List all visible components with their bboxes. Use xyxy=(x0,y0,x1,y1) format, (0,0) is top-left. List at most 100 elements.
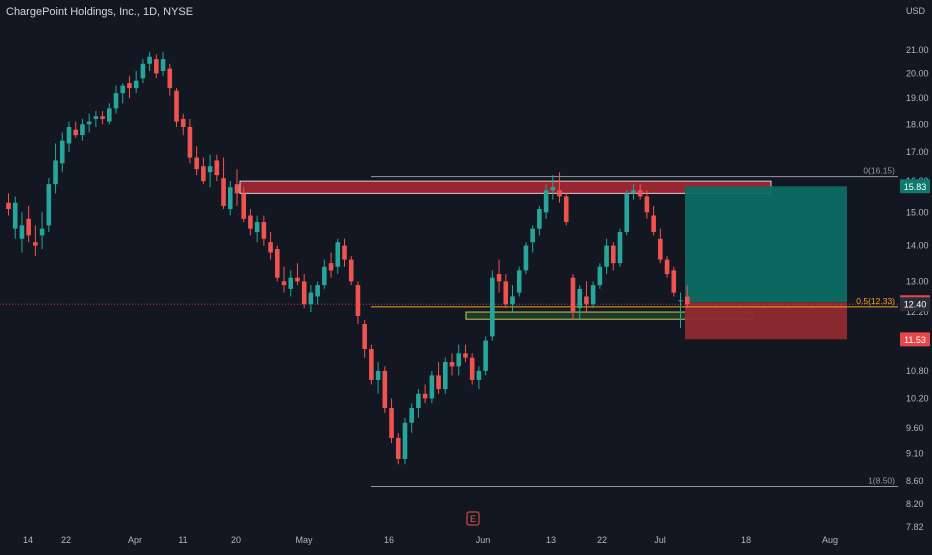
earnings-marker-icon[interactable] xyxy=(466,511,480,526)
candle-body[interactable] xyxy=(490,277,495,337)
candle-body[interactable] xyxy=(422,393,428,399)
candle-body[interactable] xyxy=(342,245,347,260)
candle-body[interactable] xyxy=(187,126,193,158)
candle-body[interactable] xyxy=(261,222,267,239)
candle-body[interactable] xyxy=(449,362,455,367)
candle-body[interactable] xyxy=(288,277,294,289)
candle-body[interactable] xyxy=(563,196,569,223)
candle-body[interactable] xyxy=(395,437,401,459)
candle-body[interactable] xyxy=(496,274,502,282)
candle-body[interactable] xyxy=(254,222,260,233)
candle-body[interactable] xyxy=(429,375,435,399)
candle-body[interactable] xyxy=(389,408,394,438)
candle-body[interactable] xyxy=(221,178,226,206)
candle-body[interactable] xyxy=(66,126,72,144)
candle-body[interactable] xyxy=(328,263,334,271)
candle-body[interactable] xyxy=(12,202,18,229)
candle-body[interactable] xyxy=(436,375,441,390)
candle-body[interactable] xyxy=(469,357,475,380)
candle-body[interactable] xyxy=(570,277,576,313)
candle-body[interactable] xyxy=(597,266,603,286)
candle-body[interactable] xyxy=(523,245,529,271)
candle-body[interactable] xyxy=(543,190,549,213)
candle-body[interactable] xyxy=(207,166,213,173)
candle-body[interactable] xyxy=(355,285,361,317)
candle-body[interactable] xyxy=(214,160,220,176)
candle-body[interactable] xyxy=(227,187,233,210)
candle-body[interactable] xyxy=(201,166,206,182)
candle-body[interactable] xyxy=(348,259,354,282)
candle-body[interactable] xyxy=(234,184,240,194)
candle-body[interactable] xyxy=(516,270,522,293)
candle-body[interactable] xyxy=(275,249,280,278)
candle-body[interactable] xyxy=(483,340,488,371)
candle-body[interactable] xyxy=(510,296,515,305)
candle-body[interactable] xyxy=(369,349,374,380)
candle-body[interactable] xyxy=(147,56,152,64)
candle-body[interactable] xyxy=(617,232,623,264)
candle-body[interactable] xyxy=(160,59,166,71)
candle-body[interactable] xyxy=(382,370,388,409)
candle-body[interactable] xyxy=(678,300,683,302)
candle-body[interactable] xyxy=(322,266,327,286)
candle-body[interactable] xyxy=(671,270,677,293)
candle-body[interactable] xyxy=(59,140,65,164)
candle-body[interactable] xyxy=(537,209,542,229)
candle-body[interactable] xyxy=(684,296,690,305)
candle-body[interactable] xyxy=(6,202,11,210)
candle-body[interactable] xyxy=(624,193,630,233)
candle-body[interactable] xyxy=(584,296,589,305)
candle-body[interactable] xyxy=(93,116,99,119)
candle-body[interactable] xyxy=(80,124,85,136)
candle-body[interactable] xyxy=(308,292,314,305)
candle-body[interactable] xyxy=(19,225,25,239)
candle-body[interactable] xyxy=(664,259,670,275)
candle-body[interactable] xyxy=(33,242,38,246)
candle-body[interactable] xyxy=(120,85,126,94)
candle-body[interactable] xyxy=(154,59,159,74)
target-zone[interactable] xyxy=(685,186,847,303)
candle-body[interactable] xyxy=(631,190,636,194)
candle-body[interactable] xyxy=(456,353,462,367)
candle-body[interactable] xyxy=(335,242,341,267)
candle-body[interactable] xyxy=(167,68,173,89)
candle-body[interactable] xyxy=(530,228,535,243)
candle-body[interactable] xyxy=(113,93,119,109)
candle-body[interactable] xyxy=(301,281,307,305)
candle-body[interactable] xyxy=(174,90,179,122)
candle-body[interactable] xyxy=(180,118,186,127)
candle-body[interactable] xyxy=(651,215,656,233)
candle-body[interactable] xyxy=(375,370,381,380)
candle-body[interactable] xyxy=(107,108,112,122)
candle-body[interactable] xyxy=(590,285,596,305)
candle-body[interactable] xyxy=(281,281,287,286)
candle-body[interactable] xyxy=(26,218,31,236)
candle-body[interactable] xyxy=(194,157,199,170)
candle-body[interactable] xyxy=(476,370,482,380)
candle-body[interactable] xyxy=(39,228,45,236)
candle-body[interactable] xyxy=(416,393,421,409)
candle-body[interactable] xyxy=(268,242,273,253)
candle-body[interactable] xyxy=(611,245,616,264)
candle-body[interactable] xyxy=(315,285,320,297)
candle-body[interactable] xyxy=(443,362,448,390)
candle-body[interactable] xyxy=(644,196,650,213)
candle-body[interactable] xyxy=(362,324,367,350)
candle-body[interactable] xyxy=(133,80,139,89)
candle-body[interactable] xyxy=(127,83,132,89)
stop-zone[interactable] xyxy=(685,302,847,340)
candle-body[interactable] xyxy=(637,190,643,197)
candle-body[interactable] xyxy=(100,116,105,119)
candle-body[interactable] xyxy=(46,184,52,226)
candle-body[interactable] xyxy=(295,277,300,282)
candle-body[interactable] xyxy=(463,353,468,358)
candle-body[interactable] xyxy=(604,245,609,267)
candle-body[interactable] xyxy=(241,193,246,219)
candle-body[interactable] xyxy=(140,63,146,79)
candle-body[interactable] xyxy=(557,190,562,197)
candle-body[interactable] xyxy=(86,121,92,125)
price-axis[interactable] xyxy=(898,0,932,550)
candle-body[interactable] xyxy=(248,215,253,229)
